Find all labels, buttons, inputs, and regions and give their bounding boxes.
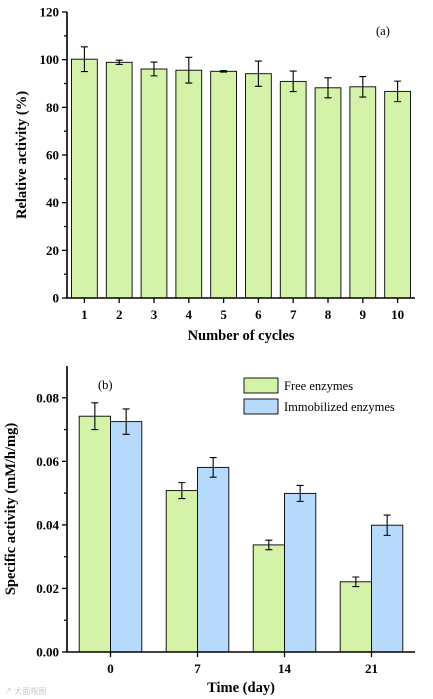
panel-label: (a) xyxy=(376,24,390,38)
y-tick-label: 0 xyxy=(53,291,60,306)
error-bar-14 xyxy=(265,539,273,551)
x-tick-label: 0 xyxy=(107,661,114,676)
bar-2 xyxy=(105,61,133,299)
x-axis-title: Number of cycles xyxy=(188,328,295,344)
y-tick-label: 80 xyxy=(46,100,59,115)
x-tick-label: 14 xyxy=(278,661,292,676)
legend-swatch xyxy=(243,377,279,394)
bar-immobilized-enzymes-14 xyxy=(284,492,317,653)
panel-label: (b) xyxy=(98,378,113,392)
x-tick-label: 8 xyxy=(325,307,332,322)
error-bar-9 xyxy=(359,76,367,98)
error-bar-14 xyxy=(296,484,304,502)
x-tick-label: 4 xyxy=(186,307,193,322)
error-bar-6 xyxy=(254,60,262,87)
y-tick-label: 0.04 xyxy=(36,517,59,532)
error-bar-2 xyxy=(115,59,123,65)
y-tick-label: 40 xyxy=(46,195,59,210)
error-bar-7 xyxy=(289,70,297,93)
x-tick-label: 5 xyxy=(220,307,227,322)
bar-5 xyxy=(210,70,237,299)
y-tick-label: 0.00 xyxy=(36,645,59,660)
error-bar-8 xyxy=(324,77,332,99)
x-tick-label: 7 xyxy=(194,661,201,676)
error-bar-5 xyxy=(220,70,228,73)
x-axis-title: Time (day) xyxy=(207,680,275,696)
x-tick-label: 2 xyxy=(116,307,123,322)
legend-swatch xyxy=(243,398,279,415)
x-tick-label: 10 xyxy=(391,307,404,322)
bar-free-enzymes-14 xyxy=(252,544,285,653)
y-tick-label: 0.02 xyxy=(36,581,59,596)
error-bar-7 xyxy=(209,456,217,478)
error-bar-1 xyxy=(80,46,88,73)
bar-6 xyxy=(245,73,272,299)
error-bar-21 xyxy=(383,514,391,536)
bar-8 xyxy=(314,87,342,299)
y-tick-label: 100 xyxy=(40,52,60,67)
bar-1 xyxy=(71,58,98,299)
x-tick-label: 7 xyxy=(290,307,297,322)
y-axis-title: Specific activity (mM/h/mg) xyxy=(3,423,19,596)
error-bar-21 xyxy=(352,576,360,588)
chart-panel-a: 0 20 40 60 80 100 120 1 2 3 4 5 6 7 8 9 10 Number of cycl… xyxy=(14,5,415,344)
bar-7 xyxy=(279,80,307,299)
y-tick-label: 120 xyxy=(40,5,60,20)
chart-panel-b: 0.00 0.02 0.04 0.06 0.08 0 7 14 21 Time (day) Spec… xyxy=(3,366,415,696)
x-tick-label: 6 xyxy=(255,307,262,322)
bar-immobilized-enzymes-7 xyxy=(197,466,230,653)
x-tick-label: 9 xyxy=(360,307,367,322)
watermark-text: ↗ 大面规图 xyxy=(4,686,46,696)
y-tick-label: 20 xyxy=(46,243,59,258)
y-tick-label: 0.08 xyxy=(36,390,59,405)
legend-label: Free enzymes xyxy=(284,379,353,393)
legend-label: Immobilized enzymes xyxy=(284,400,395,414)
x-tick-label: 1 xyxy=(81,307,88,322)
bar-9 xyxy=(349,86,377,299)
y-tick-label: 60 xyxy=(46,148,59,163)
y-tick-label: 0.06 xyxy=(36,454,59,469)
bar-immobilized-enzymes-0 xyxy=(110,421,143,653)
bar-10 xyxy=(384,90,411,299)
bar-free-enzymes-0 xyxy=(78,415,111,653)
bar-3 xyxy=(140,68,168,299)
error-bar-7 xyxy=(178,482,186,500)
error-bar-10 xyxy=(394,80,402,103)
error-bar-0 xyxy=(91,402,99,431)
x-tick-label: 21 xyxy=(365,661,378,676)
error-bar-4 xyxy=(185,56,193,84)
y-axis-title: Relative activity (%) xyxy=(14,91,30,219)
bar-immobilized-enzymes-21 xyxy=(371,524,404,653)
bar-free-enzymes-21 xyxy=(339,581,372,653)
x-tick-label: 3 xyxy=(151,307,158,322)
bar-4 xyxy=(175,69,203,299)
bar-free-enzymes-7 xyxy=(165,490,198,653)
error-bar-3 xyxy=(150,61,158,77)
error-bar-0 xyxy=(122,408,130,435)
